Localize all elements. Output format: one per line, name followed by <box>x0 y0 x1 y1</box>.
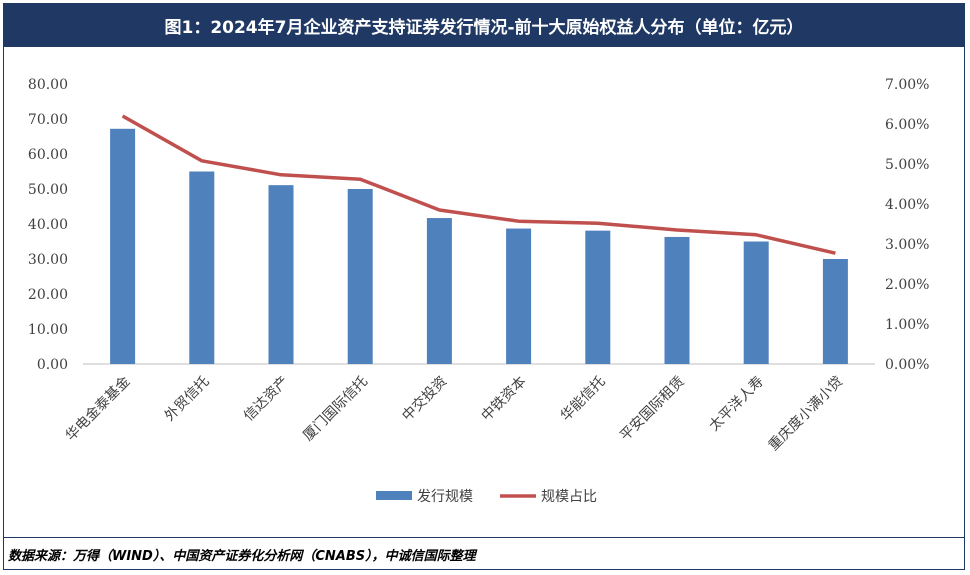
bar <box>822 259 848 364</box>
x-tick-label: 平安国际租赁 <box>617 374 688 445</box>
bar <box>743 241 769 364</box>
left-tick-label: 30.00 <box>28 252 68 268</box>
left-axis-ticks: 0.00 10.00 20.00 30.00 40.00 50.00 60.00 70.00 8… <box>28 77 68 373</box>
left-tick-label: 40.00 <box>28 217 68 233</box>
x-tick-label: 华电金泰基金 <box>62 373 133 444</box>
right-tick-label: 0.00% <box>885 357 929 373</box>
x-tick-label: 中交投资 <box>399 373 451 425</box>
bar <box>426 218 452 364</box>
source-divider <box>3 537 965 538</box>
x-tick-label: 信达资产 <box>241 374 292 425</box>
left-tick-label: 60.00 <box>28 147 68 163</box>
x-tick-label: 华能信托 <box>558 374 609 425</box>
right-axis-ticks: 0.00% 1.00% 2.00% 3.00% 4.00% 5.00% 6.00% 7.00% <box>885 77 929 373</box>
left-tick-label: 20.00 <box>28 287 68 303</box>
left-tick-label: 50.00 <box>28 182 68 198</box>
x-tick-label: 厦门国际信托 <box>300 374 371 445</box>
right-tick-label: 7.00% <box>885 77 929 93</box>
x-tick-label: 太平洋人寿 <box>706 373 768 435</box>
chart-svg: 0.00 10.00 20.00 30.00 40.00 50.00 60.00 70.00 8… <box>28 77 930 505</box>
ratio-line-series <box>121 114 836 255</box>
left-tick-label: 0.00 <box>37 357 68 373</box>
left-tick-label: 10.00 <box>28 322 68 338</box>
legend-bar-swatch <box>376 491 412 500</box>
bar <box>268 185 294 364</box>
right-tick-label: 6.00% <box>885 117 929 133</box>
right-tick-label: 3.00% <box>885 237 929 253</box>
legend-bar-label: 发行规模 <box>417 489 473 505</box>
right-tick-label: 4.00% <box>885 197 929 213</box>
legend: 发行规模 规模占比 <box>376 489 597 505</box>
bar <box>347 189 373 364</box>
left-tick-label: 80.00 <box>28 77 68 93</box>
left-tick-label: 70.00 <box>28 112 68 128</box>
source-note: 数据来源：万得（WIND）、中国资产证券化分析网（CNABS），中诚信国际整理 <box>8 549 476 564</box>
legend-line-label: 规模占比 <box>541 489 597 505</box>
right-tick-label: 5.00% <box>885 157 929 173</box>
x-tick-label: 重庆度小满小贷 <box>766 374 847 455</box>
right-tick-label: 2.00% <box>885 277 929 293</box>
x-axis-labels: 华电金泰基金 外贸信托 信达资产 厦门国际信托 中交投资 中铁资本 华能信托 平安国际租赁 太平… <box>62 373 846 454</box>
figure-title: 图1：2024年7月企业资产支持证券发行情况-前十大原始权益人分布（单位：亿元） <box>3 3 965 47</box>
x-tick-label: 外贸信托 <box>162 374 213 425</box>
bar <box>585 230 611 364</box>
x-tick-label: 中铁资本 <box>479 374 530 425</box>
bar <box>664 236 690 364</box>
bar-series <box>110 128 848 364</box>
bar <box>110 128 136 364</box>
right-tick-label: 1.00% <box>885 317 929 333</box>
chart-area: 0.00 10.00 20.00 30.00 40.00 50.00 60.00 70.00 8… <box>3 47 965 534</box>
bar <box>189 171 215 364</box>
bar <box>506 228 532 364</box>
